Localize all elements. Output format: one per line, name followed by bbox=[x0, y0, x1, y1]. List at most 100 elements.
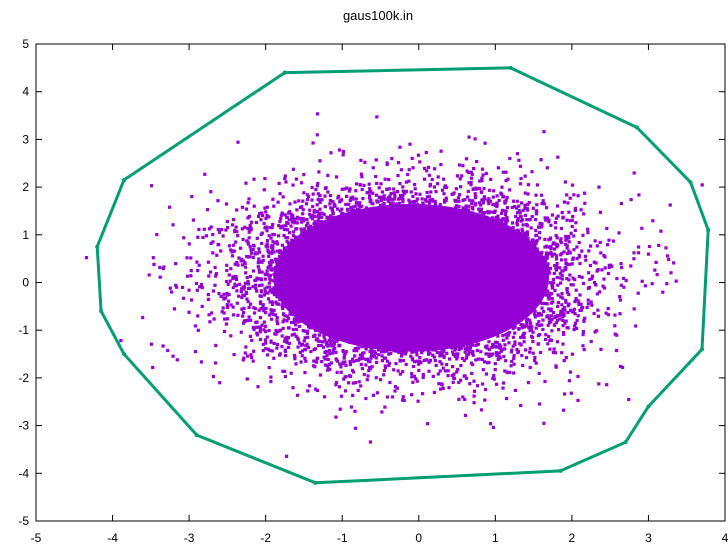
scatter-point bbox=[565, 218, 569, 222]
scatter-point bbox=[555, 254, 559, 258]
scatter-point bbox=[504, 170, 508, 174]
scatter-point bbox=[563, 266, 567, 270]
scatter-point bbox=[323, 205, 327, 209]
scatter-point bbox=[269, 311, 273, 315]
scatter-point bbox=[539, 313, 544, 317]
scatter-point bbox=[374, 174, 378, 179]
scatter-point bbox=[440, 383, 444, 387]
scatter-point bbox=[468, 382, 472, 386]
scatter-point bbox=[402, 350, 406, 354]
scatter-point bbox=[235, 261, 239, 265]
scatter-point bbox=[465, 169, 469, 173]
scatter-point bbox=[200, 304, 204, 308]
scatter-point bbox=[515, 348, 519, 352]
scatter-point bbox=[335, 370, 339, 374]
scatter-point bbox=[285, 228, 289, 232]
scatter-point bbox=[536, 225, 541, 229]
scatter-point bbox=[468, 345, 473, 350]
scatter-point bbox=[467, 350, 472, 354]
scatter-point bbox=[618, 364, 623, 368]
scatter-point bbox=[414, 199, 418, 203]
scatter-point bbox=[264, 210, 268, 214]
scatter-point bbox=[241, 293, 245, 297]
scatter-point bbox=[243, 225, 247, 229]
points-layer bbox=[84, 112, 704, 458]
scatter-point bbox=[605, 226, 609, 231]
scatter-point bbox=[577, 255, 581, 259]
scatter-point bbox=[275, 342, 280, 347]
scatter-point bbox=[457, 204, 461, 209]
scatter-point bbox=[469, 183, 473, 187]
scatter-point bbox=[219, 249, 223, 253]
scatter-point bbox=[464, 204, 468, 208]
scatter-point bbox=[289, 371, 293, 375]
scatter-point bbox=[347, 202, 351, 206]
scatter-point bbox=[285, 216, 289, 220]
scatter-point bbox=[217, 230, 222, 234]
scatter-point bbox=[545, 206, 549, 210]
scatter-point bbox=[276, 249, 280, 253]
scatter-point bbox=[511, 326, 515, 331]
scatter-point bbox=[356, 388, 360, 392]
scatter-point bbox=[500, 185, 504, 189]
scatter-point bbox=[265, 213, 269, 218]
scatter-point bbox=[245, 297, 249, 301]
scatter-point bbox=[262, 188, 266, 192]
scatter-point bbox=[546, 262, 550, 266]
scatter-point bbox=[286, 336, 291, 340]
scatter-point bbox=[317, 170, 321, 174]
scatter-point bbox=[517, 327, 521, 331]
scatter-point bbox=[597, 382, 601, 386]
scatter-point bbox=[531, 206, 535, 210]
scatter-point bbox=[548, 338, 552, 343]
scatter-point bbox=[380, 410, 384, 414]
scatter-point bbox=[222, 292, 226, 296]
scatter-point bbox=[438, 203, 442, 207]
scatter-point bbox=[443, 369, 447, 373]
scatter-point bbox=[481, 198, 485, 202]
scatter-point bbox=[565, 193, 569, 197]
scatter-point bbox=[168, 286, 172, 290]
scatter-point bbox=[334, 383, 338, 387]
scatter-point bbox=[141, 316, 145, 320]
scatter-point bbox=[594, 283, 598, 287]
scatter-point bbox=[320, 360, 324, 364]
scatter-point bbox=[295, 393, 300, 397]
scatter-point bbox=[392, 197, 396, 201]
scatter-point bbox=[266, 297, 271, 301]
scatter-point bbox=[387, 361, 391, 365]
scatter-point bbox=[237, 256, 241, 260]
scatter-point bbox=[318, 215, 322, 220]
scatter-point bbox=[247, 197, 251, 201]
scatter-point bbox=[231, 313, 235, 317]
scatter-point bbox=[606, 307, 610, 311]
scatter-point bbox=[300, 342, 304, 346]
scatter-point bbox=[272, 356, 276, 360]
scatter-point bbox=[526, 183, 530, 187]
scatter-point bbox=[285, 314, 289, 318]
scatter-point bbox=[515, 211, 520, 215]
scatter-point bbox=[260, 323, 264, 327]
scatter-point bbox=[553, 252, 557, 256]
scatter-point bbox=[219, 294, 223, 298]
scatter-point bbox=[374, 376, 378, 380]
scatter-point bbox=[541, 318, 545, 322]
scatter-point bbox=[370, 353, 375, 358]
scatter-point bbox=[528, 218, 532, 222]
scatter-point bbox=[472, 394, 476, 398]
scatter-point bbox=[303, 371, 307, 375]
scatter-point bbox=[216, 227, 220, 232]
scatter-point bbox=[172, 307, 177, 311]
scatter-point bbox=[470, 172, 474, 176]
scatter-point bbox=[495, 201, 499, 205]
scatter-point bbox=[515, 219, 520, 223]
scatter-point bbox=[221, 306, 225, 310]
scatter-point bbox=[476, 342, 480, 346]
scatter-point bbox=[401, 185, 405, 189]
scatter-point bbox=[382, 356, 386, 360]
scatter-point bbox=[271, 222, 275, 227]
scatter-point bbox=[290, 220, 294, 224]
scatter-point bbox=[406, 172, 410, 177]
scatter-point bbox=[246, 201, 250, 205]
scatter-point bbox=[349, 196, 353, 200]
